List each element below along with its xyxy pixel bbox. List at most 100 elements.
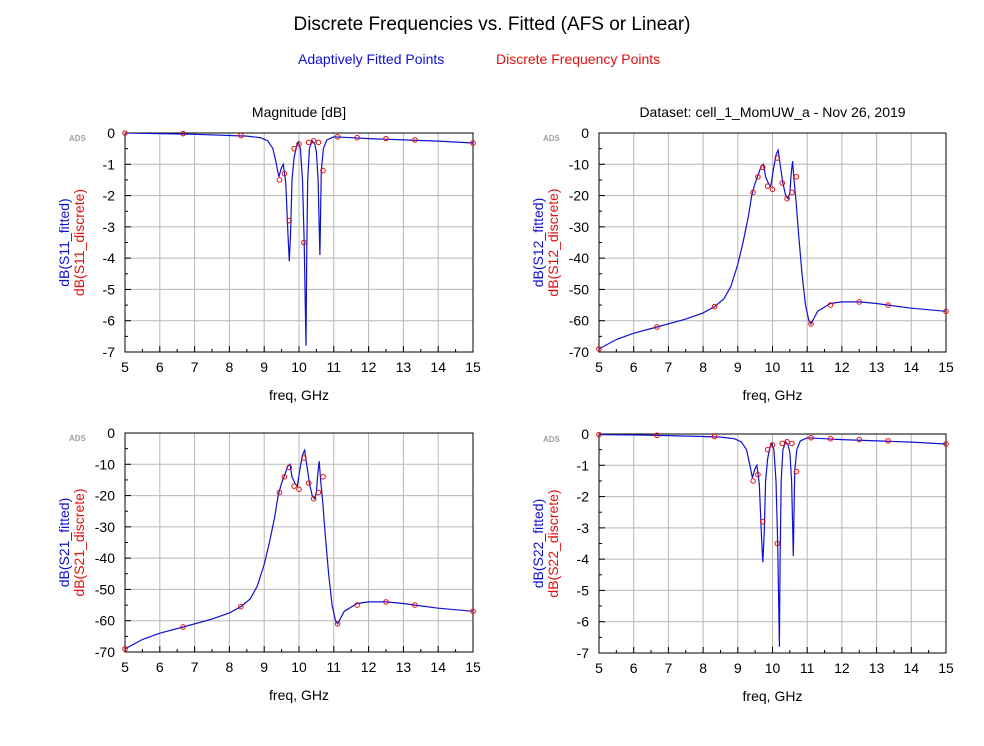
x-tick-label: 8 [226,359,234,375]
x-tick-label: 7 [665,359,673,375]
y-axis-label-discrete: dB(S11_discrete) [71,189,87,296]
x-tick-label: 9 [734,359,742,375]
x-tick-label: 9 [260,659,268,675]
x-tick-label: 12 [834,660,850,676]
fitted-series-line [125,133,473,346]
x-tick-label: 5 [595,660,603,676]
discrete-point [310,495,317,502]
y-tick-label: -2 [577,489,590,505]
y-tick-label: -20 [569,188,589,204]
y-tick-label: -10 [95,456,115,472]
page-title: Discrete Frequencies vs. Fitted (AFS or … [293,14,691,35]
x-tick-label: 10 [765,359,781,375]
x-tick-label: 12 [361,659,377,675]
discrete-point [281,474,288,480]
x-tick-label: 15 [938,660,954,676]
discrete-point [789,189,795,196]
discrete-point [827,435,834,442]
ads-watermark: ADS [69,134,87,143]
discrete-point [769,442,776,448]
discrete-point [291,145,297,152]
x-tick-label: 5 [121,659,129,675]
discrete-point [276,177,283,183]
x-tick-label: 11 [327,359,342,375]
y-tick-label: -5 [103,281,116,297]
y-tick-label: -4 [103,250,116,266]
discrete-point [596,346,602,352]
plot-title: Dataset: cell_1_MomUW_a - Nov 26, 2019 [639,104,905,120]
discrete-point [789,440,795,447]
ads-watermark: ADS [69,434,87,443]
discrete-point [296,486,302,493]
y-tick-label: 0 [581,125,589,141]
x-tick-label: 8 [226,659,234,675]
x-tick-label: 5 [121,359,129,375]
discrete-point [122,130,128,136]
legend-fitted-label: Adaptively Fitted Points [298,51,445,67]
discrete-point [122,646,128,652]
y-tick-label: -10 [569,156,589,172]
y-tick-label: -60 [569,313,589,329]
discrete-point [238,603,244,610]
x-tick-label: 14 [904,660,920,676]
y-tick-label: -70 [95,644,115,660]
x-tick-label: 11 [800,359,815,375]
discrete-point [470,140,476,146]
discrete-point [286,464,293,471]
y-tick-label: -3 [577,520,590,536]
chart-4: 5 6 7 8 9 10 11 12 13 14 15 0 -1 -2 -3 -4 -5 -6 -7 freq, GH… [530,426,954,704]
x-tick-label: 6 [630,660,638,676]
discrete-point [310,138,317,144]
discrete-point [856,436,863,443]
ads-watermark: ADS [543,134,561,143]
y-tick-label: -1 [103,156,116,172]
x-tick-label: 12 [834,359,850,375]
discrete-point [654,324,660,330]
chart-1: 5 6 7 8 9 10 11 12 13 14 15 0 -1 -2 -3 -4 -5 -6 -7 freq, GH… [56,104,481,403]
discrete-point [793,174,800,180]
x-axis-label: freq, GHz [743,387,803,403]
y-tick-label: -60 [95,613,115,629]
x-tick-label: 15 [465,659,481,675]
y-tick-label: -70 [569,344,589,360]
fitted-series-line [125,448,473,650]
discrete-point [755,174,761,180]
discrete-point [180,130,186,137]
x-tick-label: 10 [291,359,307,375]
x-tick-label: 6 [156,659,164,675]
x-tick-label: 9 [734,660,742,676]
discrete-point [793,468,800,475]
x-tick-label: 13 [396,359,412,375]
x-tick-label: 8 [699,660,707,676]
y-tick-label: -40 [569,250,589,266]
discrete-point [774,155,781,161]
discrete-point [596,431,602,438]
y-tick-label: -30 [569,219,589,235]
discrete-point [827,302,834,308]
x-tick-label: 14 [430,659,446,675]
y-axis-label-discrete: dB(S12_discrete) [545,188,561,296]
x-axis-label: freq, GHz [269,687,329,703]
discrete-point [769,186,776,193]
x-tick-label: 7 [191,359,199,375]
discrete-point [276,489,283,496]
discrete-point [750,189,756,196]
y-tick-label: -2 [103,188,116,204]
chart-3: 5 6 7 8 9 10 11 12 13 14 15 0 -10 -20 -30 -40 -50 -60 -70 f… [56,425,481,703]
x-axis-label: freq, GHz [269,387,329,403]
x-tick-label: 13 [396,659,412,675]
y-axis-label-fitted: dB(S11_fitted) [56,198,72,286]
discrete-point [784,439,790,445]
discrete-point [383,135,389,142]
ads-watermark: ADS [543,435,561,444]
x-tick-label: 14 [430,359,446,375]
y-tick-label: -5 [577,582,590,598]
discrete-point [885,438,891,444]
x-tick-label: 11 [800,660,815,676]
y-tick-label: -50 [569,281,589,297]
discrete-point [301,455,307,461]
y-tick-label: 0 [581,426,589,442]
discrete-point [296,141,302,147]
discrete-point [764,183,771,189]
